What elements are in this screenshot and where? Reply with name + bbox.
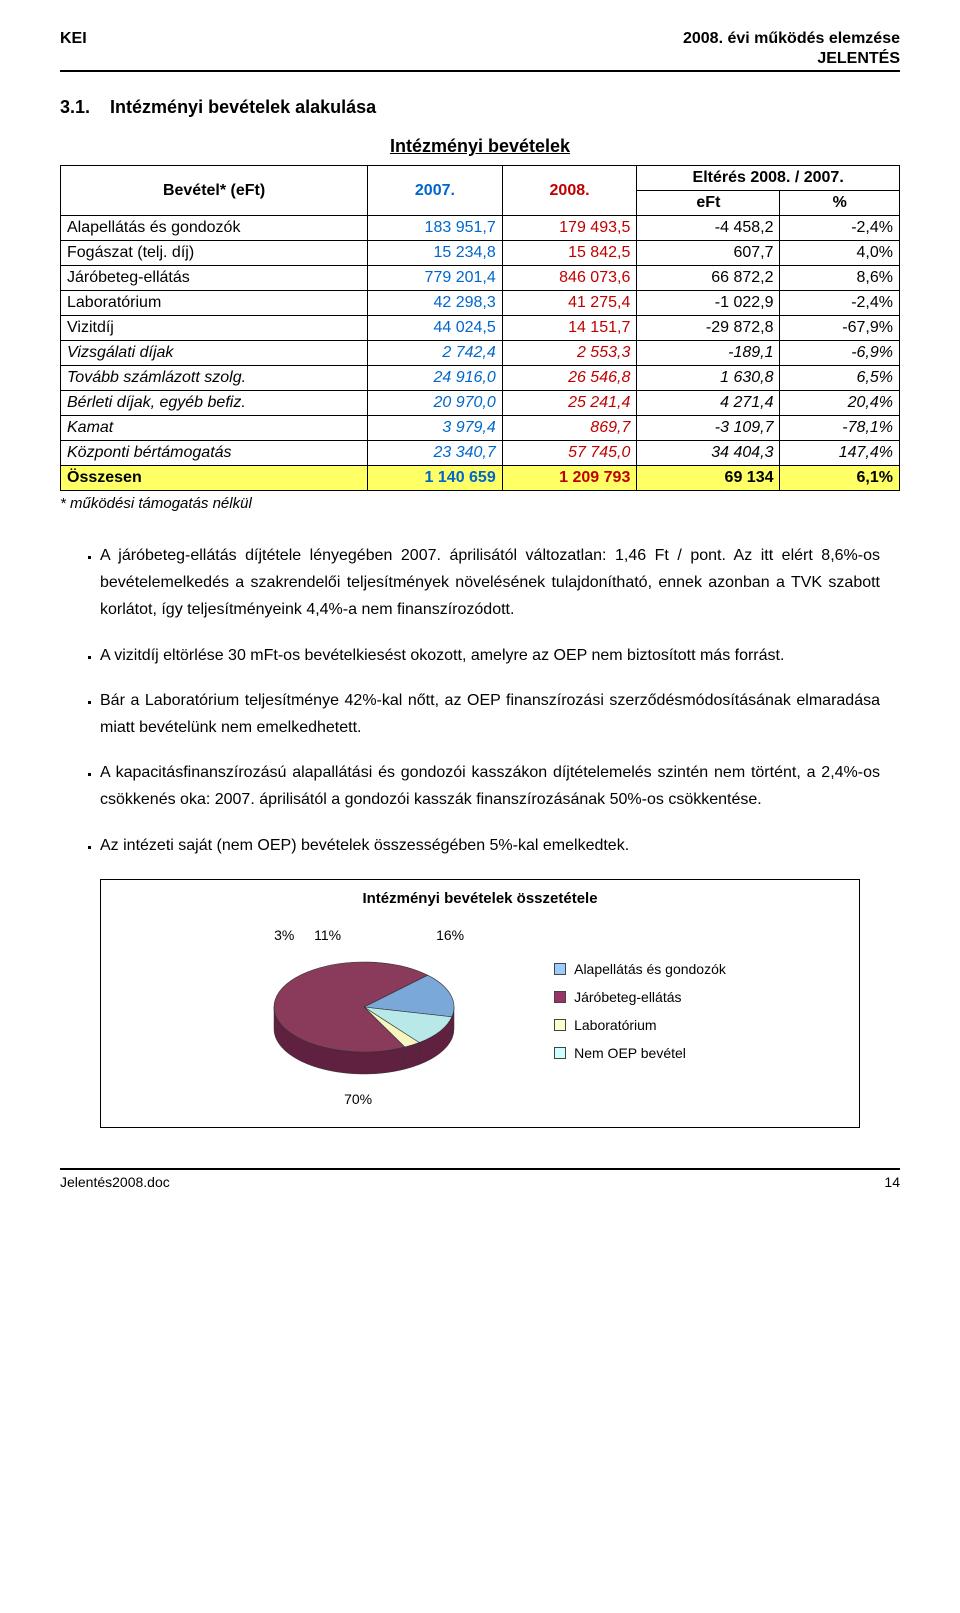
table-row: Laboratórium42 298,341 275,4-1 022,9-2,4… <box>61 291 900 316</box>
table-row: Vizitdíj44 024,514 151,7-29 872,8-67,9% <box>61 316 900 341</box>
legend-item: Nem OEP bevétel <box>554 1045 726 1061</box>
table-total-row: Összesen1 140 6591 209 79369 1346,1% <box>61 466 900 491</box>
header-divider <box>60 70 900 72</box>
footer-right: 14 <box>884 1174 900 1190</box>
bullet-item: Az intézeti saját (nem OEP) bevételek ös… <box>100 832 880 859</box>
bullet-item: Bár a Laboratórium teljesítménye 42%-kal… <box>100 687 880 741</box>
bullet-item: A járóbeteg-ellátás díjtétele lényegében… <box>100 542 880 624</box>
bullet-item: A vizitdíj eltörlése 30 mFt-os bevételki… <box>100 642 880 669</box>
header-left: KEI <box>60 30 87 48</box>
bullet-list: A járóbeteg-ellátás díjtétele lényegében… <box>100 542 880 859</box>
th-diff-pct: % <box>780 191 900 216</box>
th-label: Bevétel* (eFt) <box>61 166 368 216</box>
th-diff: Eltérés 2008. / 2007. <box>637 166 900 191</box>
pie-label-11: 11% <box>314 927 341 943</box>
table-row: Alapellátás és gondozók183 951,7179 493,… <box>61 216 900 241</box>
legend-item: Laboratórium <box>554 1017 726 1033</box>
section-heading: Intézményi bevételek alakulása <box>110 97 376 117</box>
legend-item: Járóbeteg-ellátás <box>554 989 726 1005</box>
table-row: Fogászat (telj. díj)15 234,815 842,5607,… <box>61 241 900 266</box>
page-footer: Jelentés2008.doc 14 <box>60 1170 900 1190</box>
pie-label-3: 3% <box>274 927 294 943</box>
chart-legend: Alapellátás és gondozók Járóbeteg-ellátás… <box>554 961 726 1073</box>
revenue-table: Bevétel* (eFt) 2007. 2008. Eltérés 2008.… <box>60 165 900 491</box>
bullet-item: A kapacitásfinanszírozású alapallátási é… <box>100 759 880 813</box>
table-footnote: * működési támogatás nélkül <box>60 495 900 512</box>
page-header: KEI 2008. évi működés elemzése <box>60 30 900 48</box>
pie-label-70: 70% <box>344 1091 372 1107</box>
footer-left: Jelentés2008.doc <box>60 1174 170 1190</box>
header-right: 2008. évi működés elemzése <box>683 30 900 48</box>
pie-label-16: 16% <box>436 927 464 943</box>
th-2008: 2008. <box>502 166 637 216</box>
table-title: Intézményi bevételek <box>60 136 900 157</box>
legend-item: Alapellátás és gondozók <box>554 961 726 977</box>
section-number: 3.1. <box>60 97 90 117</box>
table-row: Kamat3 979,4869,7-3 109,7-78,1% <box>61 416 900 441</box>
header-sub: JELENTÉS <box>60 50 900 68</box>
table-row: Vizsgálati díjak2 742,42 553,3-189,1-6,9… <box>61 341 900 366</box>
chart-container: Intézményi bevételek összetétele 3% 11% … <box>100 879 860 1128</box>
chart-title: Intézményi bevételek összetétele <box>121 890 839 907</box>
table-row: Központi bértámogatás23 340,757 745,034 … <box>61 441 900 466</box>
th-diff-eft: eFt <box>637 191 780 216</box>
section-title: 3.1. Intézményi bevételek alakulása <box>60 97 900 118</box>
pie-chart: 3% 11% 16% 70% <box>234 927 494 1107</box>
th-2007: 2007. <box>368 166 503 216</box>
table-row: Tovább számlázott szolg.24 916,026 546,8… <box>61 366 900 391</box>
table-row: Járóbeteg-ellátás779 201,4846 073,666 87… <box>61 266 900 291</box>
table-row: Bérleti díjak, egyéb befiz.20 970,025 24… <box>61 391 900 416</box>
